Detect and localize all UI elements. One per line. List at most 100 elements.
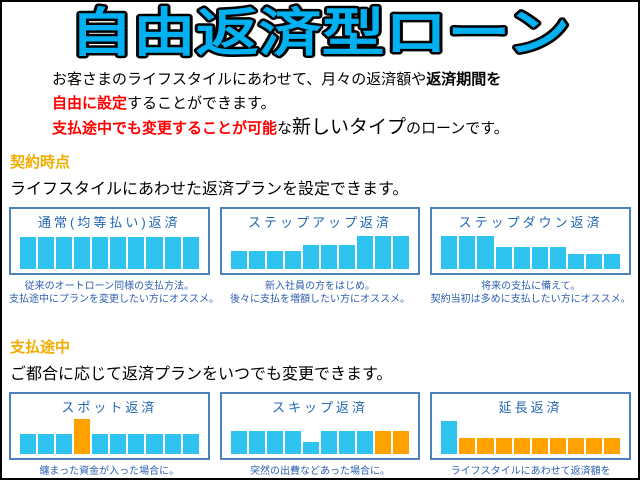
payment-bar [441,235,458,269]
payment-bar [38,433,55,454]
plan-caption-line2: 支払途中にプランを変更したい方にオススメ。 [9,294,219,305]
intro-line3-big: 新しいタイプ [292,117,407,138]
section-subtitle-contract-time: ライフスタイルにあわせた返済プランを設定できます。 [10,181,409,198]
plan-caption: 纏まった資金が入った場合に。 支払期間短縮したい場合にオススメ。 [9,465,210,478]
payment-bar [603,438,620,454]
payment-bar [531,438,548,454]
payment-bar [375,235,392,269]
payment-bar [549,247,566,269]
payment-bar [393,430,410,454]
intro-line2-red: 自由に設定 [52,95,128,112]
payment-bar [477,438,494,454]
plan-caption-line1: 従来のオートローン同様の支払方法。 [24,281,195,292]
plan-card-step-down: ステップダウン返済 将来の支払に備えて。 契約当初は多めに支払したい方にオススメ… [430,207,632,306]
payment-bar [230,430,247,454]
payment-bar [357,235,374,269]
intro-line-3: 支払途中でも変更することが可能な新しいタイプのローンです。 [52,116,638,141]
plan-title: ステップアップ返済 [248,215,393,230]
payment-bar [603,254,620,269]
payment-bar-chart [230,419,410,454]
intro-line1-normal: お客さまのライフスタイルにあわせて、月々の返済額や [52,71,427,88]
payment-bar [585,254,602,269]
payment-bar [585,438,602,454]
payment-bar [128,236,145,269]
payment-bar [339,245,356,269]
payment-bar [549,438,566,454]
payment-bar [146,433,163,454]
section-heading-mid-payment: 支払途中 [10,339,71,356]
title-banner: 自由返済型ローン [2,3,638,66]
plan-title: ステップダウン返済 [458,215,603,230]
intro-line2-normal: することができます。 [127,95,276,112]
plan-cards-row-1: 通常(均等払い)返済 従来のオートローン同様の支払方法。 支払途中にプランを変更… [9,207,632,306]
plan-card-normal: 通常(均等払い)返済 従来のオートローン同様の支払方法。 支払途中にプランを変更… [9,207,219,306]
payment-bar [56,433,73,454]
page-title: 自由返済型ローン [70,5,570,63]
payment-bar [302,442,319,454]
intro-text: お客さまのライフスタイルにあわせて、月々の返済額や返済期間を 自由に設定すること… [52,68,638,141]
payment-bar [284,430,301,454]
payment-bar [339,430,356,454]
payment-bar [266,430,283,454]
payment-bar-chart [230,234,410,269]
payment-bar [74,419,91,454]
payment-bar [531,247,548,269]
payment-bar [128,433,145,454]
payment-bar [495,247,512,269]
payment-bar [266,250,283,269]
payment-bar [230,250,247,269]
plan-caption-line2: 契約当初は多めに支払したい方にオススメ。 [430,294,631,305]
plan-caption-line1: 突然の出費などあった場合に。 [250,466,390,477]
plan-caption: 従来のオートローン同様の支払方法。 支払途中にプランを変更したい方にオススメ。 [9,280,219,306]
payment-bar [20,433,37,454]
payment-bar [92,433,109,454]
plan-caption: ライフスタイルにあわせて返済額を 変更して返済期間を延長したい場合にオススメ。 [430,465,631,478]
plan-card-box: スポット返済 [9,392,210,460]
title-art: 自由返済型ローン [68,3,573,66]
payment-bar [248,430,265,454]
payment-bar [441,420,458,454]
payment-bar [302,245,319,269]
plan-card-box: 延長返済 [430,392,632,460]
payment-bar [320,430,338,454]
plan-caption-line1: 将来の支払に備えて。 [481,281,581,292]
plan-card-box: ステップアップ返済 [219,207,421,275]
payment-bar [20,236,37,269]
intro-line3-red: 支払途中でも変更することが可能 [52,120,278,137]
payment-bar [495,438,512,454]
plan-caption-line1: 新入社員の方をはじめ。 [265,281,375,292]
plan-caption-line2: 後々に支払を増額したい方にオススメ。 [230,294,410,305]
intro-line1-bold: 返済期間を [426,71,502,88]
payment-bar [513,438,530,454]
payment-bar-chart [20,419,199,454]
plan-caption-line1: 纏まった資金が入った場合に。 [39,466,180,477]
payment-bar [164,433,181,454]
plan-title: 延長返済 [498,400,563,415]
plan-cards-row-2: スポット返済 纏まった資金が入った場合に。 支払期間短縮したい場合にオススメ。 … [9,392,632,478]
payment-bar [74,236,91,269]
payment-bar-chart [441,234,620,269]
plan-caption-line1: ライフスタイルにあわせて返済額を [450,466,611,477]
plan-card-box: 通常(均等払い)返済 [9,207,210,275]
plan-card-step-up: ステップアップ返済 新入社員の方をはじめ。 後々に支払を増額したい方にオススメ。 [219,207,421,306]
payment-bar [182,433,199,454]
plan-caption: 将来の支払に備えて。 契約当初は多めに支払したい方にオススメ。 [430,280,631,306]
payment-bar [567,254,584,269]
payment-bar-chart [441,419,620,454]
payment-bar [375,430,392,454]
payment-bar [477,235,494,269]
plan-card-extension: 延長返済 ライフスタイルにあわせて返済額を 変更して返済期間を延長したい場合にオ… [430,392,632,478]
intro-line-2: 自由に設定することができます。 [52,92,638,116]
intro-line-1: お客さまのライフスタイルにあわせて、月々の返済額や返済期間を [52,68,638,92]
payment-bar-chart [20,234,199,269]
plan-card-box: スキップ返済 [219,392,421,460]
payment-bar [320,245,338,269]
plan-title: スポット返済 [61,400,158,415]
payment-bar [357,430,374,454]
payment-bar [56,236,73,269]
plan-card-spot: スポット返済 纏まった資金が入った場合に。 支払期間短縮したい場合にオススメ。 [9,392,210,478]
plan-card-box: ステップダウン返済 [430,207,632,275]
intro-line3-tail: のローンです。 [406,120,509,137]
payment-bar [393,235,410,269]
